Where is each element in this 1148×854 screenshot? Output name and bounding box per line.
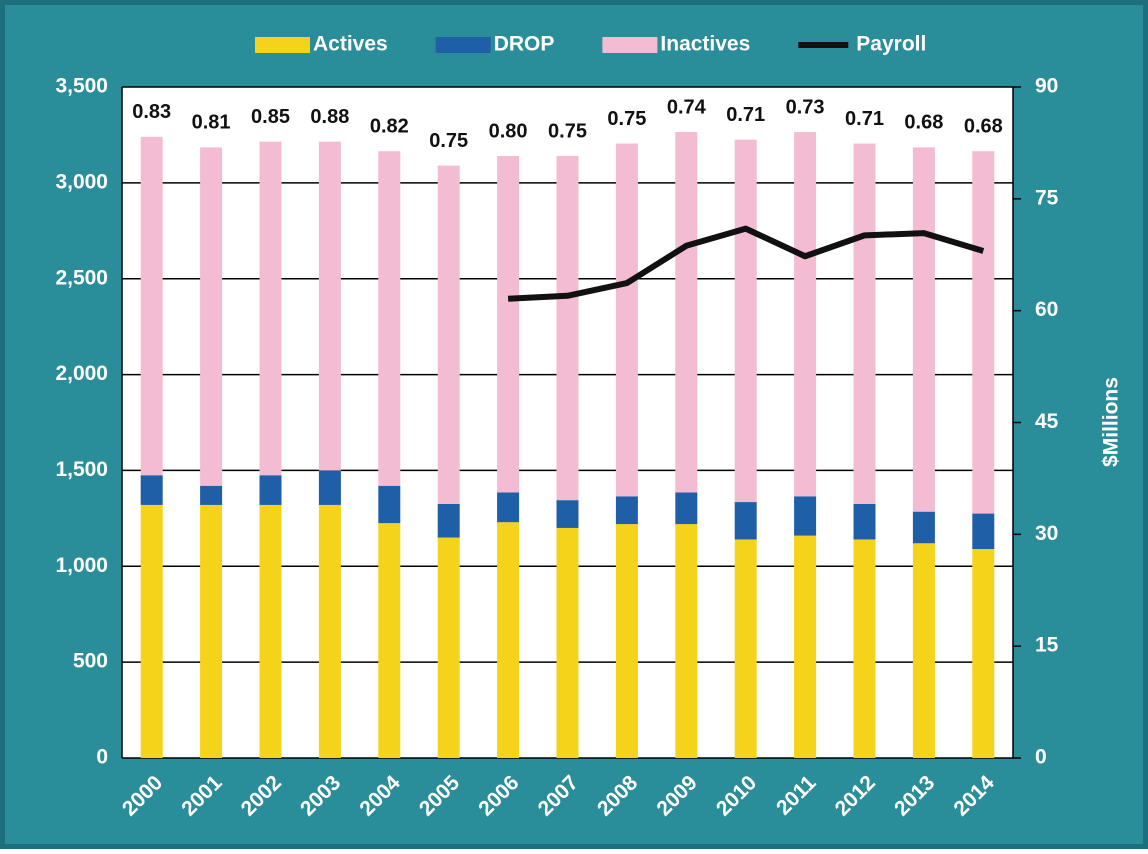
annotation: 0.88 [310,106,349,128]
legend-label: Actives [313,33,388,56]
bar-segment [853,503,876,540]
bar-segment [972,151,995,514]
y-tick-label: 3,500 [55,75,108,98]
bar-segment [437,537,460,758]
bar-segment [259,475,282,505]
annotation: 0.85 [251,106,290,128]
bar-segment [497,522,520,758]
bar-segment [556,500,579,528]
annotation: 0.80 [489,120,528,142]
annotation: 0.75 [607,108,646,130]
bar-segment [853,143,876,504]
y-tick-label: 1,000 [55,554,108,577]
bar-segment [734,139,757,503]
bar-segment [200,147,223,486]
bar-segment [675,132,698,493]
bar-segment [794,132,817,497]
bar-segment [318,504,341,758]
bar-segment [794,496,817,536]
bar-segment [794,535,817,758]
bar-segment [675,524,698,758]
bar-segment [556,156,579,501]
y2-tick-label: 45 [1035,410,1059,433]
y-tick-label: 0 [96,746,108,769]
annotation: 0.73 [786,96,825,118]
bar-segment [200,504,223,758]
y-tick-label: 2,000 [55,362,108,385]
bar-segment [615,496,638,525]
bar-segment [615,524,638,758]
bar-segment [140,136,163,476]
bar-segment [318,141,341,471]
y2-tick-label: 60 [1035,298,1058,321]
bar-segment [734,502,757,540]
bar-segment [972,513,995,550]
bar-segment [378,523,401,758]
bar-segment [378,151,401,486]
legend-label: Inactives [660,33,750,56]
bar-segment [912,147,935,512]
bar-segment [497,492,520,523]
legend-swatch [435,37,491,53]
line [507,225,985,302]
y2-tick-label: 30 [1035,522,1058,545]
bar-segment [140,475,163,505]
bar-segment [378,485,401,524]
annotation: 0.83 [132,101,171,123]
legend-swatch [602,37,658,53]
annotation: 0.81 [192,112,231,134]
bar-segment [734,539,757,758]
bar-segment [497,156,520,493]
bar-segment [200,485,223,505]
y2-axis-title: $Millions [1100,377,1123,467]
bar-segment [675,492,698,525]
y-tick-label: 2,500 [55,266,108,289]
y2-tick-label: 90 [1035,75,1058,98]
bar-segment [912,543,935,758]
bar-segment [912,511,935,544]
y2-tick-label: 0 [1035,746,1047,769]
annotation: 0.68 [904,112,943,134]
bar-segment [437,165,460,504]
annotation: 0.71 [845,108,884,130]
bar-segment [259,504,282,758]
annotation: 0.75 [548,120,587,142]
y2-tick-label: 75 [1035,186,1059,209]
legend-swatch [255,37,310,53]
annotation: 0.71 [726,104,765,126]
legend-label: DROP [494,33,555,56]
bar-segment [556,527,579,758]
annotation: 0.74 [667,96,707,118]
bar-segment [140,504,163,758]
y-tick-label: 500 [73,650,108,673]
y-tick-label: 1,500 [55,458,108,481]
bar-segment [615,143,638,497]
annotation: 0.82 [370,116,409,138]
bar-segment [853,539,876,758]
y-tick-label: 3,000 [55,170,108,193]
bar-segment [972,549,995,758]
annotation: 0.68 [964,116,1003,138]
legend-label: Payroll [856,33,926,56]
bar-segment [437,503,460,538]
bar-segment [259,141,282,476]
y2-tick-label: 15 [1035,634,1059,657]
bar-segment [318,470,341,505]
annotation: 0.75 [429,130,468,152]
